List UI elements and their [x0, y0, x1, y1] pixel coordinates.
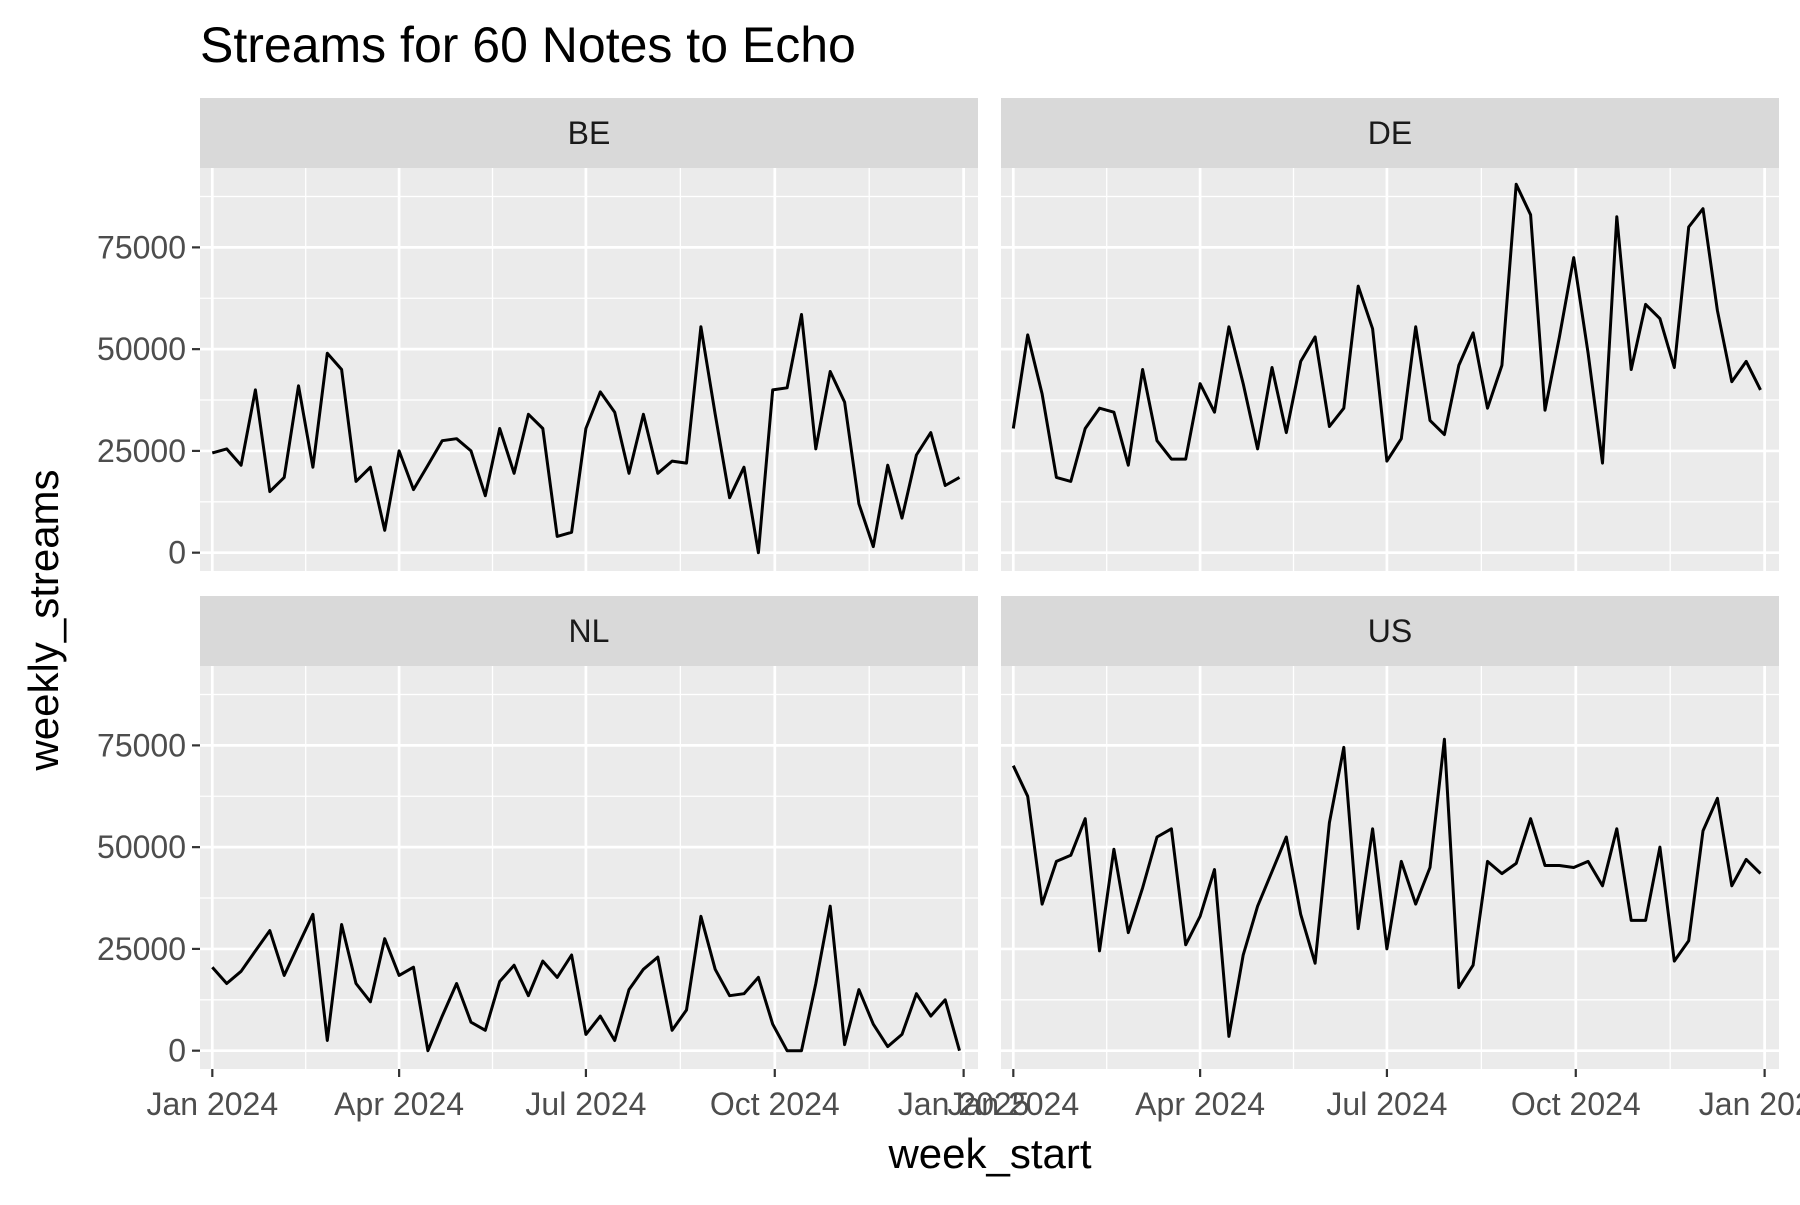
panel-background	[1001, 168, 1779, 571]
y-tick-label: 75000	[97, 727, 186, 763]
x-tick-label: Oct 2024	[710, 1086, 840, 1122]
y-tick-label: 75000	[97, 229, 186, 265]
panel-be: BE 0 25000 50000 75000	[97, 98, 978, 571]
x-axis-title: week_start	[887, 1130, 1091, 1177]
facet-strip-label: NL	[569, 613, 610, 649]
x-tick-label: Oct 2024	[1511, 1086, 1641, 1122]
y-tick-label: 50000	[97, 331, 186, 367]
facet-strip	[1001, 98, 1779, 168]
panel-background	[200, 666, 978, 1069]
series-line-de	[1011, 182, 1762, 483]
y-axis-title: weekly_streams	[20, 469, 67, 771]
y-tick-label: 0	[168, 535, 186, 571]
x-tick-label: Jan 2025	[1699, 1086, 1800, 1122]
x-tick-label: Jan 2025	[898, 1086, 1030, 1122]
panel-background	[1001, 666, 1779, 1069]
series-line-us	[1011, 737, 1762, 1038]
facet-strip-label: BE	[568, 115, 611, 151]
panel-nl: NL 0 25000 50000 75000 Jan 2024 Apr 2024 Jul 20…	[97, 596, 1029, 1122]
y-tick-label: 0	[168, 1033, 186, 1069]
facet-strip-label: DE	[1368, 115, 1412, 151]
panel-background	[200, 168, 978, 571]
x-tick-label: Jul 2024	[525, 1086, 646, 1122]
facet-strip	[200, 98, 978, 168]
panel-de: DE	[1001, 98, 1779, 571]
x-tick-label: Jan 2024	[146, 1086, 278, 1122]
chart-title: Streams for 60 Notes to Echo	[200, 17, 856, 73]
x-tick-label: Jan 2024	[947, 1086, 1079, 1122]
series-line-be	[211, 313, 961, 555]
panel-us: US Jan 2024 Apr 2024 Jul 2024 Oct 2024 Jan 20…	[947, 596, 1800, 1122]
facet-strip	[200, 596, 978, 666]
y-tick-label: 25000	[97, 433, 186, 469]
y-tick-label: 50000	[97, 829, 186, 865]
x-tick-label: Apr 2024	[1135, 1086, 1265, 1122]
x-tick-label: Jul 2024	[1326, 1086, 1447, 1122]
facet-strip	[1001, 596, 1779, 666]
series-line-nl	[211, 904, 961, 1053]
x-tick-label: Apr 2024	[334, 1086, 464, 1122]
facet-strip-label: US	[1368, 613, 1412, 649]
y-tick-label: 25000	[97, 931, 186, 967]
